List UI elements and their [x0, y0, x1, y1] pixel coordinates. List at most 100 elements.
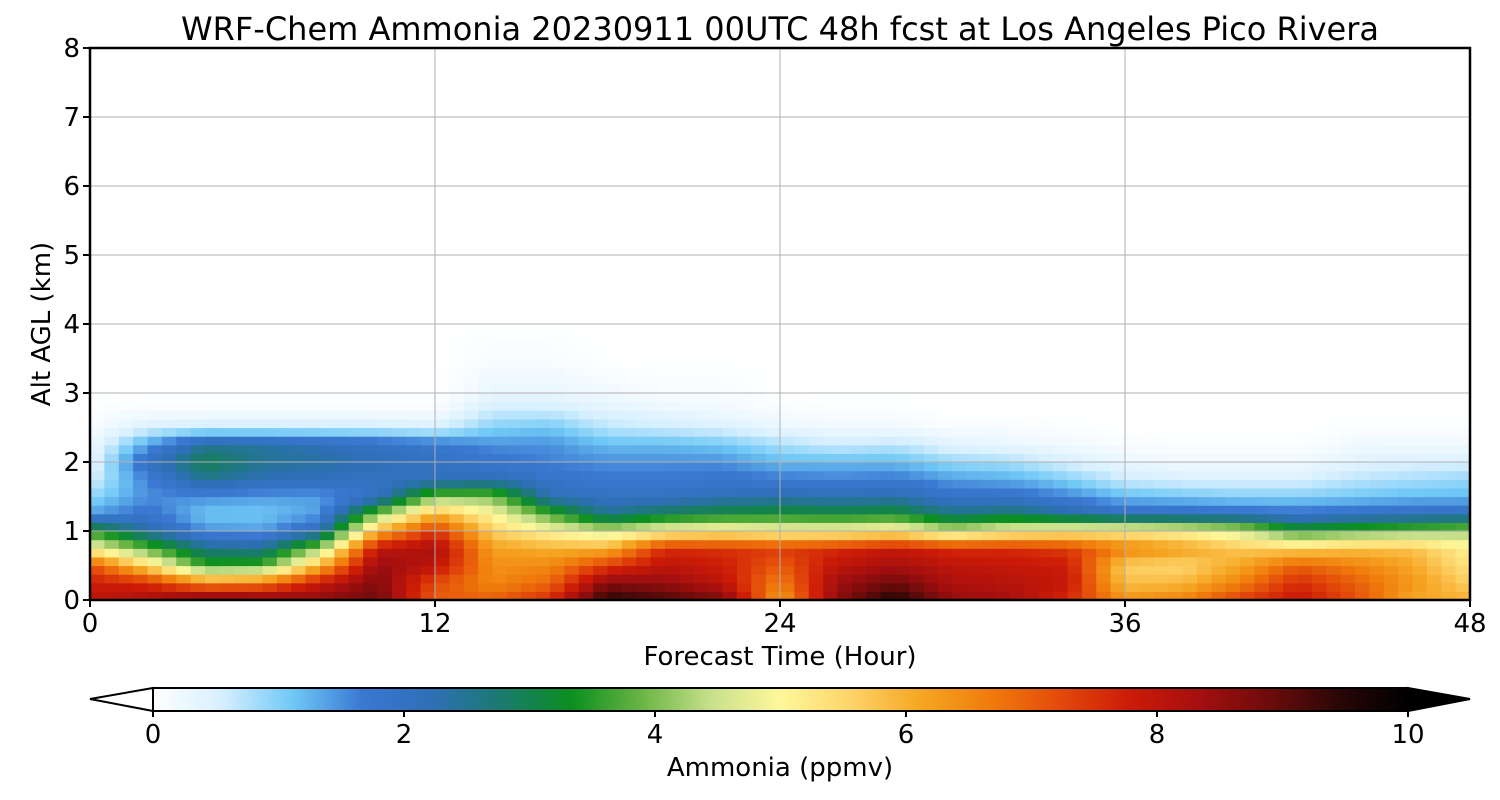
heatmap-cell — [765, 591, 781, 601]
heatmap-cell — [1139, 436, 1155, 446]
heatmap-cell — [866, 203, 882, 213]
heatmap-cell — [564, 487, 580, 498]
heatmap-cell — [348, 341, 364, 351]
heatmap-cell — [463, 548, 479, 558]
heatmap-cell — [1153, 263, 1169, 273]
heatmap-cell — [233, 444, 249, 454]
heatmap-cell — [693, 487, 709, 498]
heatmap-cell — [665, 246, 680, 256]
heatmap-cell — [190, 427, 206, 437]
heatmap-cell — [435, 591, 450, 601]
heatmap-cell — [550, 108, 565, 118]
heatmap-cell — [320, 91, 335, 101]
heatmap-cell — [880, 418, 896, 429]
heatmap-cell — [880, 565, 896, 575]
heatmap-cell — [291, 487, 307, 498]
heatmap-cell — [262, 91, 278, 101]
heatmap-cell — [621, 367, 637, 377]
heatmap-cell — [535, 539, 551, 549]
heatmap-cell — [550, 393, 565, 403]
heatmap-cell — [435, 565, 450, 575]
heatmap-cell — [550, 548, 565, 558]
heatmap-cell — [880, 82, 896, 92]
heatmap-cell — [176, 306, 192, 316]
heatmap-cell — [722, 203, 738, 213]
heatmap-cell — [104, 82, 120, 92]
heatmap-cell — [248, 505, 264, 515]
heatmap-cell — [1067, 306, 1083, 316]
heatmap-cell — [363, 220, 379, 230]
heatmap-cell — [1096, 289, 1112, 299]
heatmap-cell — [837, 168, 853, 178]
heatmap-cell — [665, 591, 680, 601]
heatmap-cell — [938, 349, 954, 360]
heatmap-cell — [1196, 160, 1212, 170]
heatmap-cell — [679, 513, 695, 523]
heatmap-cell — [1139, 151, 1155, 161]
heatmap-cell — [621, 513, 637, 523]
heatmap-cell — [708, 237, 724, 247]
heatmap-cell — [506, 125, 522, 135]
heatmap-cell — [305, 125, 321, 135]
heatmap-cell — [952, 375, 968, 385]
heatmap-cell — [406, 160, 422, 170]
heatmap-cell — [564, 160, 580, 170]
heatmap-cell — [320, 582, 335, 592]
heatmap-cell — [679, 410, 695, 420]
heatmap-cell — [133, 142, 149, 153]
heatmap-cell — [205, 91, 220, 101]
heatmap-cell — [607, 56, 623, 66]
heatmap-cell — [463, 341, 479, 351]
heatmap-cell — [463, 418, 479, 429]
heatmap-cell — [981, 48, 997, 58]
heatmap-cell — [348, 410, 364, 420]
heatmap-cell — [621, 82, 637, 92]
heatmap-cell — [1196, 73, 1212, 84]
heatmap-cell — [851, 48, 867, 58]
heatmap-cell — [535, 522, 551, 532]
heatmap-cell — [823, 263, 839, 273]
heatmap-cell — [966, 444, 982, 454]
heatmap-cell — [1168, 427, 1184, 437]
heatmap-cell — [1110, 160, 1126, 170]
heatmap-cell — [320, 462, 335, 472]
heatmap-cell — [1010, 565, 1025, 575]
heatmap-cell — [391, 237, 407, 247]
heatmap-cell — [679, 298, 695, 308]
heatmap-cell — [851, 410, 867, 420]
heatmap-cell — [1024, 246, 1040, 256]
heatmap-cell — [535, 375, 551, 385]
heatmap-cell — [679, 522, 695, 532]
heatmap-cell — [837, 393, 853, 403]
heatmap-cell — [751, 324, 767, 334]
heatmap-cell — [205, 211, 220, 222]
heatmap-cell — [880, 556, 896, 567]
heatmap-cell — [981, 65, 997, 75]
heatmap-cell — [161, 255, 177, 265]
heatmap-cell — [765, 56, 781, 66]
heatmap-cell — [1024, 349, 1040, 360]
heatmap-cell — [219, 427, 235, 437]
heatmap-cell — [147, 237, 163, 247]
heatmap-cell — [1125, 487, 1140, 498]
heatmap-cell — [1067, 168, 1083, 178]
heatmap-cell — [492, 177, 508, 187]
heatmap-cell — [1196, 401, 1212, 411]
heatmap-cell — [665, 332, 680, 342]
heatmap-cell — [1024, 117, 1040, 127]
heatmap-cell — [363, 289, 379, 299]
heatmap-cell — [391, 263, 407, 273]
heatmap-cell — [693, 255, 709, 265]
heatmap-cell — [118, 263, 134, 273]
heatmap-cell — [938, 117, 954, 127]
heatmap-cell — [693, 73, 709, 84]
heatmap-cell — [564, 315, 580, 325]
heatmap-cell — [248, 410, 264, 420]
heatmap-cell — [1096, 99, 1112, 109]
heatmap-cell — [708, 418, 724, 429]
heatmap-cell — [1096, 418, 1112, 429]
heatmap-cell — [219, 513, 235, 523]
heatmap-cell — [1038, 358, 1054, 368]
heatmap-cell — [708, 479, 724, 489]
heatmap-cell — [679, 341, 695, 351]
